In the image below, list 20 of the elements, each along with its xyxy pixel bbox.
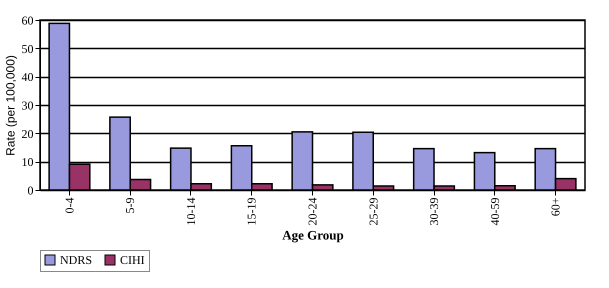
y-tick-label: 10 (22, 155, 34, 170)
x-tick-label: 40-59 (488, 198, 502, 226)
x-tick-label: 25-29 (366, 198, 380, 226)
y-tick-label: 20 (22, 126, 34, 141)
legend-label: CIHI (120, 253, 145, 267)
x-tick-label: 30-39 (427, 198, 442, 226)
x-tick-label: 20-24 (306, 198, 320, 226)
x-tick-label: 0-4 (62, 198, 76, 214)
legend-label: NDRS (60, 253, 92, 267)
x-tick-label: 5-9 (123, 198, 138, 214)
y-tick-label: 60 (22, 14, 34, 28)
y-tick-label: 30 (22, 98, 34, 112)
x-axis-title: Age Group (282, 227, 344, 242)
y-tick-label: 50 (22, 42, 34, 56)
y-tick-label: 40 (22, 70, 34, 84)
x-tick-label: 10-14 (184, 198, 198, 226)
x-tick-label: 15-19 (244, 198, 259, 226)
x-tick-label: 60+ (548, 197, 563, 216)
y-axis-title: Rate (per 100,000) (4, 55, 18, 156)
y-tick-label: 0 (28, 184, 34, 198)
